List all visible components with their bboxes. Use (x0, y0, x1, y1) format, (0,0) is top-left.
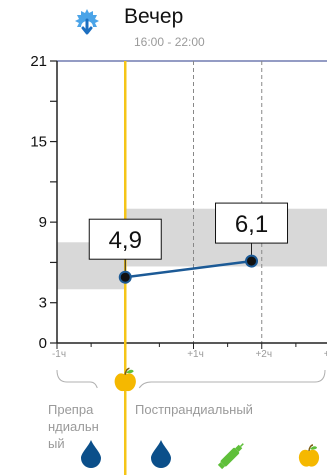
data-label-box (88, 218, 162, 260)
blood-drop-icon (81, 440, 101, 468)
x-tick-label: -1ч (52, 349, 66, 360)
glucose-trend-line (125, 259, 252, 279)
x-tick-label: +3ч (324, 349, 327, 360)
header: Вечер 16:00 - 22:00 (0, 0, 327, 55)
blood-drop-icon (151, 440, 171, 468)
y-tick-label: 21 (30, 53, 47, 70)
data-label: 6,1 (235, 211, 268, 238)
data-label: 4,9 (109, 227, 142, 254)
y-tick-label: 9 (39, 214, 47, 231)
period-time-range: 16:00 - 22:00 (134, 35, 205, 49)
data-point (245, 254, 259, 268)
post-prandial-bracket (138, 369, 326, 389)
pre-prandial-bracket (56, 369, 98, 389)
period-title: Вечер (124, 5, 184, 28)
x-tick-label: +1ч (187, 349, 204, 360)
apple-icon (298, 444, 320, 467)
x-tick-label: +2ч (255, 349, 272, 360)
pre-prandial-label: Препрандиальный (48, 402, 99, 451)
sunset-icon (75, 9, 99, 35)
insulin-pen-icon (217, 443, 244, 470)
post-prandial-label: Постпрандиальный (135, 402, 253, 417)
y-tick-label: 15 (30, 134, 47, 151)
y-tick-label: 0 (39, 335, 47, 352)
meal-apple-icon (114, 367, 136, 392)
y-tick-label: 3 (39, 295, 47, 312)
data-point (118, 270, 132, 284)
data-label-box (215, 202, 289, 244)
